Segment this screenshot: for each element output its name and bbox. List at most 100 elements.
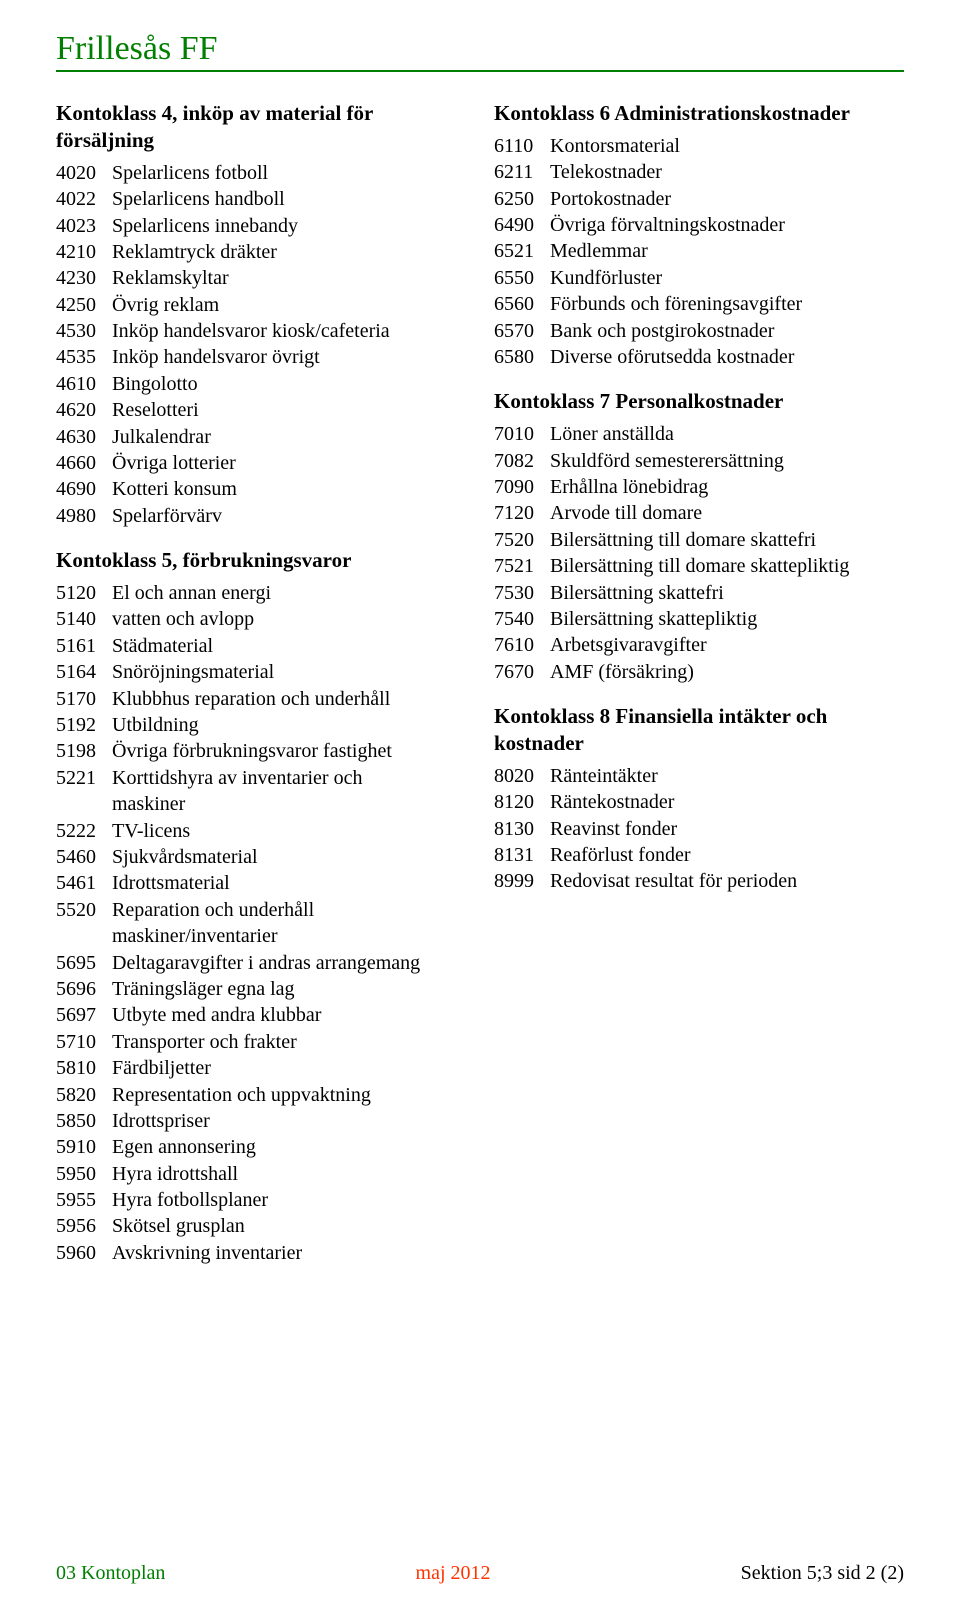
account-row: 5960Avskrivning inventarier (56, 1240, 466, 1266)
account-code: 5170 (56, 686, 112, 712)
section-6-heading: Kontoklass 6 Administrationskostnader (494, 100, 904, 127)
account-code: 4610 (56, 371, 112, 397)
account-code: 6560 (494, 291, 550, 317)
account-code: 5955 (56, 1187, 112, 1213)
right-column: Kontoklass 6 Administrationskostnader 61… (494, 96, 904, 1266)
account-desc-continuation: maskiner/inventarier (56, 923, 466, 949)
account-row: 7010Löner anställda (494, 421, 904, 447)
account-row: 4660Övriga lotterier (56, 450, 466, 476)
account-row: 5820Representation och uppvaktning (56, 1082, 466, 1108)
account-row: 4535Inköp handelsvaror övrigt (56, 344, 466, 370)
account-code: 5140 (56, 606, 112, 632)
account-row: 5697Utbyte med andra klubbar (56, 1002, 466, 1028)
account-desc: Representation och uppvaktning (112, 1082, 466, 1108)
account-code: 6521 (494, 238, 550, 264)
account-row: 4690Kotteri konsum (56, 476, 466, 502)
account-row: 8130Reavinst fonder (494, 816, 904, 842)
account-desc: Förbunds och föreningsavgifter (550, 291, 904, 317)
account-row: 8131Reaförlust fonder (494, 842, 904, 868)
account-row: 5520Reparation och underhåll (56, 897, 466, 923)
account-desc: Bingolotto (112, 371, 466, 397)
account-desc: vatten och avlopp (112, 606, 466, 632)
account-code: 5164 (56, 659, 112, 685)
content-columns: Kontoklass 4, inköp av material för förs… (56, 96, 904, 1266)
account-row: 4620Reselotteri (56, 397, 466, 423)
account-code: 5950 (56, 1161, 112, 1187)
account-code: 5910 (56, 1134, 112, 1160)
section-7-list: 7010Löner anställda7082Skuldförd semeste… (494, 421, 904, 685)
account-code: 7530 (494, 580, 550, 606)
account-desc: Skuldförd semesterersättning (550, 448, 904, 474)
account-desc: Arbetsgivaravgifter (550, 632, 904, 658)
account-desc: Deltagaravgifter i andras arrangemang (112, 950, 466, 976)
account-row: 4980Spelarförvärv (56, 503, 466, 529)
account-row: 7090Erhållna lönebidrag (494, 474, 904, 500)
account-row: 6570Bank och postgirokostnader (494, 318, 904, 344)
account-code: 8999 (494, 868, 550, 894)
account-row: 6580Diverse oförutsedda kostnader (494, 344, 904, 370)
account-code: 6570 (494, 318, 550, 344)
account-code: 4020 (56, 160, 112, 186)
account-code: 8020 (494, 763, 550, 789)
account-row: 5956Skötsel grusplan (56, 1213, 466, 1239)
account-row: 5950Hyra idrottshall (56, 1161, 466, 1187)
account-desc: Bilersättning till domare skattefri (550, 527, 904, 553)
account-desc: Inköp handelsvaror övrigt (112, 344, 466, 370)
account-code: 5850 (56, 1108, 112, 1134)
account-code: 4630 (56, 424, 112, 450)
account-code: 7090 (494, 474, 550, 500)
account-desc: Diverse oförutsedda kostnader (550, 344, 904, 370)
account-desc: Städmaterial (112, 633, 466, 659)
account-code: 5695 (56, 950, 112, 976)
account-code: 4023 (56, 213, 112, 239)
account-row: 4230Reklamskyltar (56, 265, 466, 291)
account-row: 5695Deltagaravgifter i andras arrangeman… (56, 950, 466, 976)
account-desc: Snöröjningsmaterial (112, 659, 466, 685)
account-desc: Avskrivning inventarier (112, 1240, 466, 1266)
account-desc: Kundförluster (550, 265, 904, 291)
section-5-heading: Kontoklass 5, förbrukningsvaror (56, 547, 466, 574)
account-desc: Hyra fotbollsplaner (112, 1187, 466, 1213)
section-4-heading-line1: Kontoklass 4, inköp av material för (56, 101, 373, 125)
account-code: 7610 (494, 632, 550, 658)
account-desc-continuation: maskiner (56, 791, 466, 817)
account-desc: Övriga förvaltningskostnader (550, 212, 904, 238)
account-code: 7120 (494, 500, 550, 526)
account-row: 6521Medlemmar (494, 238, 904, 264)
account-code: 6110 (494, 133, 550, 159)
account-code: 4230 (56, 265, 112, 291)
account-desc: Övrig reklam (112, 292, 466, 318)
account-row: 4610Bingolotto (56, 371, 466, 397)
account-row: 5198Övriga förbrukningsvaror fastighet (56, 738, 466, 764)
section-4-heading-line2: försäljning (56, 128, 154, 152)
account-desc: Arvode till domare (550, 500, 904, 526)
account-row: 6211Telekostnader (494, 159, 904, 185)
account-desc: Telekostnader (550, 159, 904, 185)
account-code: 6250 (494, 186, 550, 212)
account-row: 7120Arvode till domare (494, 500, 904, 526)
account-desc: Idrottsmaterial (112, 870, 466, 896)
footer-right: Sektion 5;3 sid 2 (2) (741, 1562, 904, 1585)
account-row: 4630Julkalendrar (56, 424, 466, 450)
account-desc: Egen annonsering (112, 1134, 466, 1160)
account-row: 6490Övriga förvaltningskostnader (494, 212, 904, 238)
account-code: 4250 (56, 292, 112, 318)
account-desc: Spelarförvärv (112, 503, 466, 529)
account-desc: Bank och postgirokostnader (550, 318, 904, 344)
account-row: 5192Utbildning (56, 712, 466, 738)
account-desc: Bilersättning till domare skattepliktig (550, 553, 904, 579)
account-row: 5850Idrottspriser (56, 1108, 466, 1134)
account-code: 6580 (494, 344, 550, 370)
account-row: 8020Ränteintäkter (494, 763, 904, 789)
section-4-heading: Kontoklass 4, inköp av material för förs… (56, 100, 466, 154)
account-code: 7540 (494, 606, 550, 632)
account-desc: Klubbhus reparation och underhåll (112, 686, 466, 712)
account-desc: Reaförlust fonder (550, 842, 904, 868)
account-desc: Reklamskyltar (112, 265, 466, 291)
account-code: 4210 (56, 239, 112, 265)
account-row: 5161Städmaterial (56, 633, 466, 659)
account-code: 4530 (56, 318, 112, 344)
account-row: 6560Förbunds och föreningsavgifter (494, 291, 904, 317)
account-desc: Spelarlicens fotboll (112, 160, 466, 186)
account-desc: Reparation och underhåll (112, 897, 466, 923)
